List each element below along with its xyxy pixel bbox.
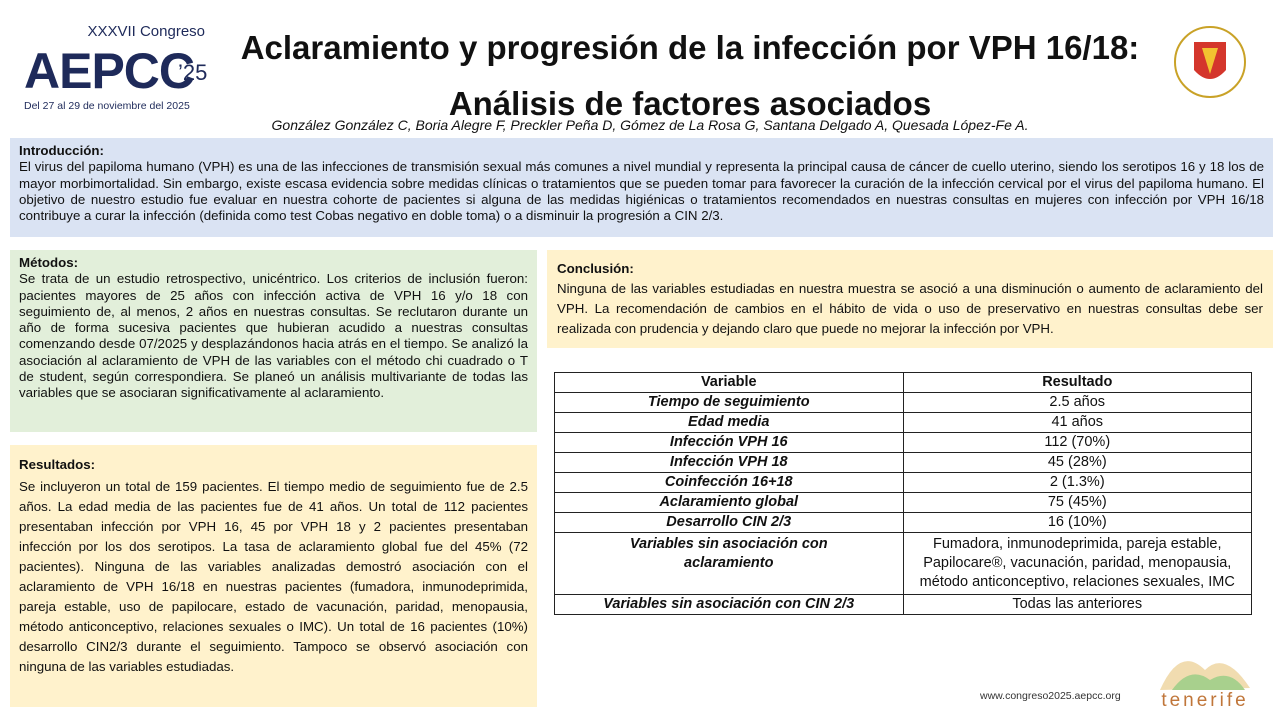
logo-edition: XXXVII Congreso: [87, 23, 205, 40]
section-text: Se incluyeron un total de 159 pacientes.…: [19, 479, 528, 674]
section-text: El virus del papiloma humano (VPH) es un…: [19, 159, 1264, 224]
table-row: Aclaramiento global 75 (45%): [554, 492, 1252, 513]
authors: González González C, Boria Alegre F, Pre…: [271, 117, 1029, 133]
website: www.congreso2025.aepcc.org: [980, 690, 1121, 702]
conclusion: Conclusión: Ninguna de las variables est…: [547, 250, 1273, 348]
result-cell: 2.5 años: [902, 392, 1252, 413]
table-header-row: Variable Resultado: [554, 372, 1252, 393]
section-heading: Conclusión:: [557, 261, 634, 276]
result-cell: 75 (45%): [902, 492, 1252, 513]
section-heading: Resultados:: [19, 457, 96, 472]
variable-cell: Aclaramiento global: [554, 492, 904, 513]
variable-cell: Variables sin asociación con CIN 2/3: [554, 594, 904, 615]
variable-cell: Infección VPH 16: [554, 432, 904, 453]
table-row: Edad media 41 años: [554, 412, 1252, 433]
logo-ring: [1174, 26, 1246, 98]
title: Aclaramiento y progresión de la infecció…: [240, 29, 1140, 122]
logo-hill: [1172, 674, 1245, 690]
table-row: Desarrollo CIN 2/3 16 (10%): [554, 512, 1252, 533]
results-table: Variable Resultado Tiempo de seguimiento 2.…: [554, 372, 1252, 615]
table-row: Infección VPH 16 112 (70%): [554, 432, 1252, 453]
section-text: Ninguna de las variables estudiadas en n…: [557, 281, 1263, 336]
section-heading: Métodos:: [19, 255, 79, 270]
section-text: Se trata de un estudio retrospectivo, un…: [19, 271, 528, 401]
table-row: Infección VPH 18 45 (28%): [554, 452, 1252, 473]
logo-society: [1174, 26, 1246, 98]
logo-year: ’25: [178, 60, 207, 85]
logo-emblem: [1202, 48, 1218, 74]
introduction: Introducción: El virus del papiloma huma…: [10, 138, 1273, 237]
logo-brand: tenerife: [1161, 690, 1248, 711]
results: Resultados: Se incluyeron un total de 15…: [10, 445, 537, 707]
logo-tenerife: tenerife: [1160, 661, 1250, 711]
table-row: Coinfección 16+18 2 (1.3%): [554, 472, 1252, 493]
variable-cell: Coinfección 16+18: [554, 472, 904, 493]
variable-cell: Variables sin asociación con aclaramient…: [554, 532, 904, 595]
result-cell: Todas las anteriores: [902, 594, 1252, 615]
result-cell: 2 (1.3%): [902, 472, 1252, 493]
variable-cell: Tiempo de seguimiento: [554, 392, 904, 413]
variable-cell: Edad media: [554, 412, 904, 433]
logo-dates: Del 27 al 29 de noviembre del 2025: [24, 100, 190, 112]
section-heading: Introducción:: [19, 143, 104, 158]
column-header: Resultado: [902, 372, 1252, 393]
table-row: Variables sin asociación con aclaramient…: [554, 532, 1252, 595]
result-cell: Fumadora, inmunodeprimida, pareja establ…: [902, 532, 1252, 595]
variable-cell: Infección VPH 18: [554, 452, 904, 473]
variable-cell: Desarrollo CIN 2/3: [554, 512, 904, 533]
table-row: Tiempo de seguimiento 2.5 años: [554, 392, 1252, 413]
logo-name: AEPCC: [24, 43, 194, 99]
logo-aepcc: XXXVII Congreso AEPCC ’25 Del 27 al 29 d…: [24, 23, 207, 112]
result-cell: 41 años: [902, 412, 1252, 433]
methods: Métodos: Se trata de un estudio retrospe…: [10, 250, 537, 432]
column-header: Variable: [554, 372, 904, 393]
table-row: Variables sin asociación con CIN 2/3 Toda…: [554, 594, 1252, 615]
result-cell: 16 (10%): [902, 512, 1252, 533]
result-cell: 112 (70%): [902, 432, 1252, 453]
result-cell: 45 (28%): [902, 452, 1252, 473]
